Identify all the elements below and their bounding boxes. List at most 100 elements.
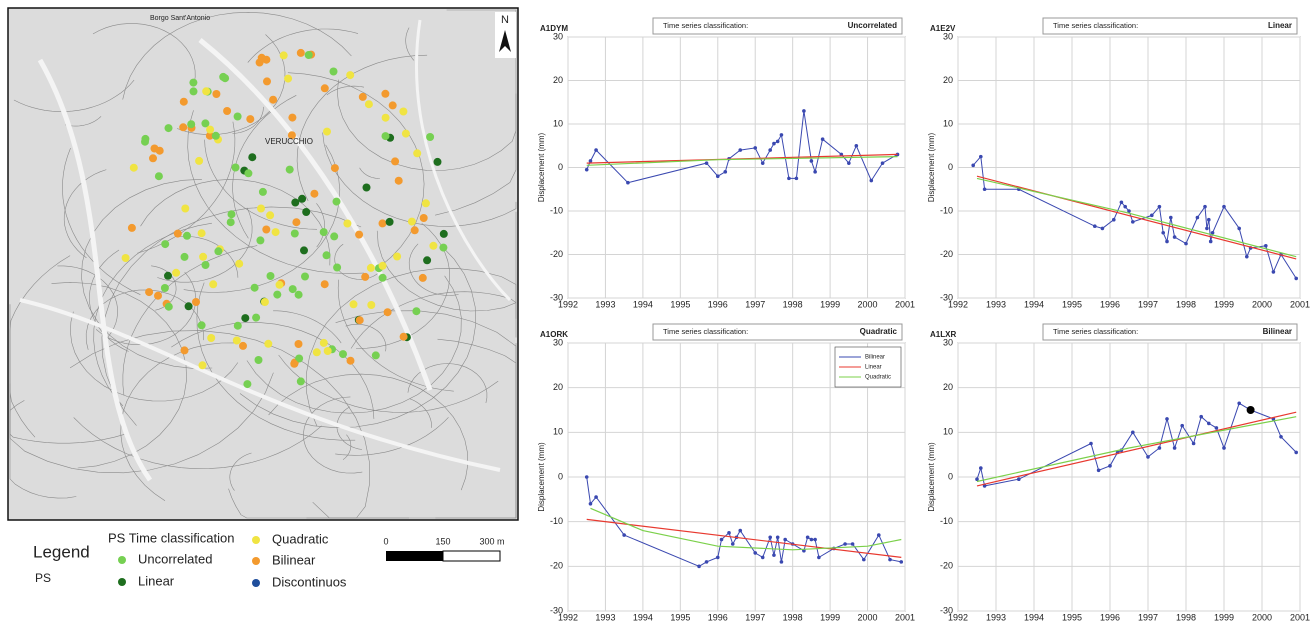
ps-point	[233, 337, 241, 345]
ps-point	[212, 90, 220, 98]
ps-point	[422, 199, 430, 207]
point	[1089, 442, 1093, 446]
point	[813, 538, 817, 542]
ps-point	[330, 68, 338, 76]
point	[1097, 469, 1101, 473]
ps-point	[292, 218, 300, 226]
ps-point	[423, 256, 431, 264]
point	[1184, 242, 1188, 246]
point	[1192, 442, 1196, 446]
point	[1272, 270, 1276, 274]
classification: Linear	[1268, 21, 1292, 30]
ps-point	[347, 357, 355, 365]
ps-point	[122, 254, 130, 262]
classification-label: Time series classification:	[1053, 21, 1138, 30]
ps-point	[179, 123, 187, 131]
ps-point	[185, 302, 193, 310]
legend-label: Uncorrelated	[138, 551, 212, 566]
classification-label: Time series classification:	[1053, 327, 1138, 336]
point	[1123, 205, 1127, 209]
ps-point	[228, 210, 236, 218]
ps-point	[321, 280, 329, 288]
point	[1165, 417, 1169, 421]
point	[723, 170, 727, 174]
ps-point	[244, 169, 252, 177]
ps-point	[258, 54, 266, 62]
ps-point	[284, 75, 292, 83]
y-tick-label: -30	[550, 292, 563, 302]
chart: 1992199319941995199619971998199920002001…	[537, 18, 915, 309]
point	[802, 109, 806, 113]
ps-point	[149, 154, 157, 162]
point	[594, 148, 598, 152]
x-tick-label: 1994	[633, 612, 653, 622]
point	[1237, 402, 1241, 406]
point	[1127, 209, 1131, 213]
place-label: VERUCCHIO	[265, 137, 313, 146]
point	[979, 466, 983, 470]
point	[589, 159, 593, 163]
x-tick-label: 1999	[820, 612, 840, 622]
legend-label: Linear	[865, 365, 882, 371]
point	[979, 155, 983, 159]
point	[975, 477, 979, 481]
y-tick-label: 20	[553, 75, 563, 85]
point	[783, 538, 787, 542]
legend-label: Discontinuos	[272, 574, 347, 589]
ps-point	[174, 230, 182, 238]
point	[705, 161, 709, 165]
y-tick-label: 20	[943, 75, 953, 85]
x-tick-label: 1997	[745, 612, 765, 622]
ps-point	[145, 288, 153, 296]
point	[768, 148, 772, 152]
point	[768, 536, 772, 540]
x-tick-label: 2000	[1252, 299, 1272, 309]
x-tick-label: 1999	[1214, 299, 1234, 309]
point	[1245, 255, 1249, 259]
ps-point	[248, 153, 256, 161]
ps-point	[212, 132, 220, 140]
y-axis-label: Displacement (mm)	[537, 132, 546, 202]
scale-bar	[386, 551, 443, 561]
point	[1112, 218, 1116, 222]
ps-point	[321, 84, 329, 92]
ps-point	[156, 147, 164, 155]
point	[1180, 424, 1184, 428]
ps-point	[389, 101, 397, 109]
point	[594, 495, 598, 499]
ps-point	[255, 356, 263, 364]
x-tick-label: 1995	[1062, 612, 1082, 622]
y-tick-label: 20	[943, 382, 953, 392]
x-tick-label: 1997	[745, 299, 765, 309]
map-frame	[8, 8, 518, 520]
y-tick-label: 0	[948, 471, 953, 481]
y-tick-label: 10	[553, 118, 563, 128]
x-tick-label: 1999	[1214, 612, 1234, 622]
ps-point	[241, 314, 249, 322]
ps-point	[323, 251, 331, 259]
point	[806, 536, 810, 540]
point	[1108, 464, 1112, 468]
ps-point	[420, 214, 428, 222]
x-tick-label: 1998	[1176, 612, 1196, 622]
ps-point	[234, 113, 242, 121]
point	[776, 140, 780, 144]
point	[983, 187, 987, 191]
ps-point	[365, 100, 373, 108]
ps-point	[439, 244, 447, 252]
classification-label: Time series classification:	[663, 21, 748, 30]
point	[1131, 431, 1135, 435]
ps-point	[128, 224, 136, 232]
ps-point	[382, 114, 390, 122]
y-tick-label: -30	[940, 292, 953, 302]
ps-point	[320, 228, 328, 236]
ps-point	[355, 231, 363, 239]
ps-point	[339, 350, 347, 358]
chart-title: A1LXR	[930, 330, 956, 339]
ps-point	[257, 205, 265, 213]
y-tick-label: -10	[940, 516, 953, 526]
point	[780, 560, 784, 564]
ps-point	[181, 346, 189, 354]
ps-point	[367, 301, 375, 309]
legend-label: Bilinear	[865, 355, 885, 361]
